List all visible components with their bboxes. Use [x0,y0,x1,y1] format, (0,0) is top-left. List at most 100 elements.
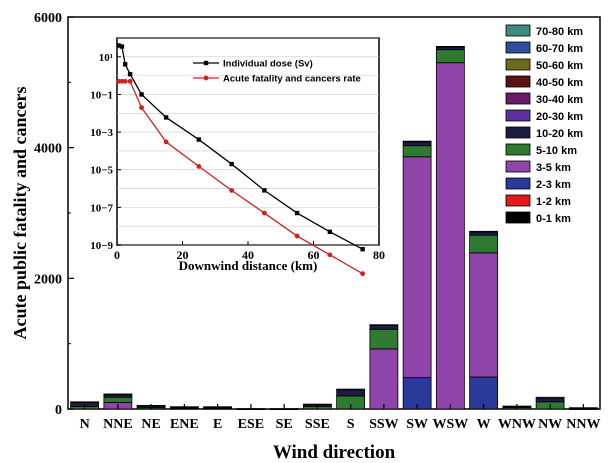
inset-point-dose [163,115,169,120]
legend-swatch-2-3 km [505,177,531,190]
legend-label-1-2 km: 1-2 km [536,196,571,208]
legend-swatch-20-30 km [505,109,531,122]
inset-x-tick-label: 40 [242,248,254,262]
inset-point-dose [262,188,267,193]
legend-swatch-50-60 km [505,58,531,71]
inset-y-tick-label: 10−1 [90,89,113,101]
inset-point-rate [360,271,366,277]
x-tick-label-S: S [347,417,355,432]
y-tick-label: 4000 [34,142,62,157]
y-tick-label: 0 [55,403,62,418]
inset-point-dose [294,210,300,216]
legend-swatch-10-20 km [505,126,531,139]
bar-segment-WSW-20-30 km [435,46,465,48]
legend-label-30-40 km: 30-40 km [536,94,583,106]
inset-point-dose [139,92,144,97]
bar-segment-SW-5-10 km [402,145,432,158]
legend-label-5-10 km: 5-10 km [536,145,577,157]
bar-segment-NW-10-20 km [535,398,565,403]
legend-label-10-20 km: 10-20 km [536,128,583,140]
x-tick-label-E: E [213,417,222,432]
legend-label-2-3 km: 2-3 km [536,179,571,191]
legend-swatch-5-10 km [505,143,531,156]
x-tick-label-N: N [80,417,90,432]
x-tick-label-ESE: ESE [238,417,264,432]
inset-point-rate [229,187,235,193]
bar-segment-W-3-5 km [469,252,499,378]
legend-swatch-70-80 km [505,24,531,37]
legend-label-50-60 km: 50-60 km [536,60,583,72]
inset-legend-marker [203,60,209,66]
bar-segment-NNE-20-30 km [103,393,133,396]
inset-point-rate [122,78,128,84]
inset-gridlines [117,37,379,246]
bar-segment-SSW-10-20 km [369,324,399,330]
inset-point-rate [294,233,300,239]
x-tick-label-WNW: WNW [498,417,536,432]
x-tick-label-SSW: SSW [369,417,399,432]
legend-label-0-1 km: 0-1 km [536,213,571,225]
bar-segment-S-20-30 km [336,388,366,391]
inset-y-tick-label: 10−5 [90,165,113,177]
inset-legend-marker [203,75,209,81]
main-y-ticks: 0 2000 4000 6000 [34,11,74,418]
bar-segment-NW-20-30 km [535,396,565,399]
inset-x-tick-label: 0 [114,248,120,262]
x-tick-label-SW: SW [406,417,428,432]
main-x-ticks: N NNE NE ENE E ESE SE SSE S SSW SW WSW W WNW NW NNW [80,404,600,432]
x-tick-label-SSE: SSE [305,417,330,432]
y-axis-title: Acute public fatality and cancers [10,87,30,340]
legend-label-3-5 km: 3-5 km [536,162,571,174]
y-tick-label: 6000 [34,11,62,26]
bar-segment-SW-10-20 km [402,141,432,147]
x-tick-label-NNW: NNW [566,417,600,432]
x-axis-title: Wind direction [273,442,396,463]
bar-segment-SSW-5-10 km [369,328,399,350]
x-tick-label-NW: NW [538,417,562,432]
inset-point-dose [127,71,133,77]
legend-swatch-0-1 km [505,211,531,224]
inset-legend-label: Individual dose (Sv) [223,59,313,70]
inset-x-tick-label: 20 [177,248,189,262]
inset-point-dose [360,246,365,252]
inset-point-rate [139,105,144,111]
inset-frame [116,37,380,246]
inset-point-dose [122,62,128,67]
inset-legend: Individual dose (Sv) Acute fatality and c… [193,59,361,85]
inset-y-tick-label: 10¹ [99,52,113,64]
inset-point-dose [327,229,333,235]
bar-segment-S-10-20 km [336,389,366,397]
bar-segment-W-5-10 km [469,234,499,254]
inset-point-dose [116,43,121,48]
bar-segment-W-2-3 km [469,376,499,410]
bar-segment-SW-20-30 km [402,140,432,143]
inset-point-rate [163,139,169,145]
bar-segment-SW-3-5 km [402,156,432,379]
legend-swatch-30-40 km [505,92,531,105]
legend-swatch-60-70 km [505,41,531,54]
inset-x-tick-label: 80 [373,248,385,262]
legend-swatch-3-5 km [505,160,531,173]
bar-segment-NNE-5-10 km [103,396,133,403]
legend: 70-80 km 60-70 km 50-60 km 40-50 km 30-40 km… [505,24,583,225]
legend-label-20-30 km: 20-30 km [536,111,583,123]
legend-label-60-70 km: 60-70 km [536,43,583,55]
inset-y-tick-label: 10−7 [90,202,113,214]
y-tick-label: 2000 [34,272,62,287]
inset-point-dose [119,44,125,49]
inset-legend-label: Acute fatality and cancers rate [223,74,361,85]
bar-segment-SSW-20-30 km [369,324,399,326]
inset-point-rate [261,210,267,216]
x-tick-label-SE: SE [276,417,293,432]
inset-series [116,43,366,277]
bar-segment-SW-2-3 km [402,377,432,410]
inset-x-axis-title: Downwind distance (km) [179,258,318,273]
inset-point-rate [327,252,333,258]
x-tick-label-WSW: WSW [432,417,468,432]
inset-point-dose [229,161,234,167]
bar-segment-W-20-30 km [469,230,499,233]
bar-segment-WSW-5-10 km [435,49,465,64]
legend-swatch-40-50 km [505,75,531,88]
legend-label-70-80 km: 70-80 km [536,26,583,38]
